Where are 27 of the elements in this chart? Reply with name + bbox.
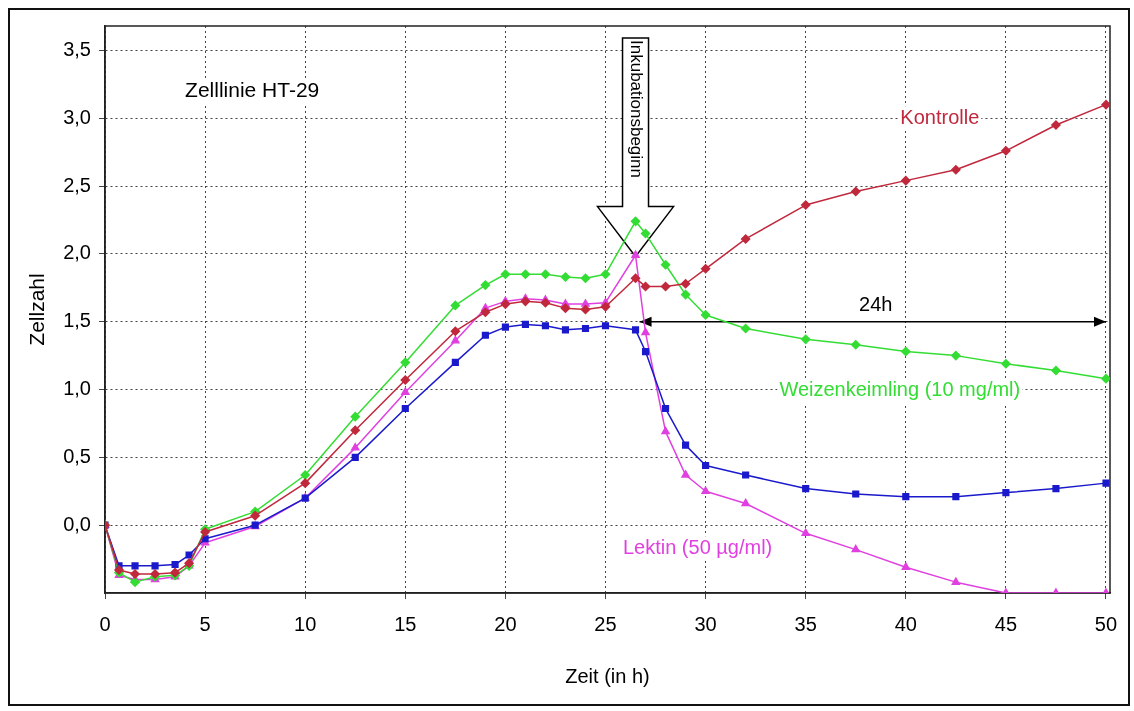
x-tick-label: 10 — [294, 612, 317, 635]
x-tick-label: 30 — [694, 612, 717, 635]
annotation: 24h — [859, 293, 893, 316]
y-tick-label: 3,0 — [63, 105, 91, 128]
series-label: Kontrolle — [900, 105, 980, 128]
x-tick-label: 20 — [494, 612, 517, 635]
x-tick-label: 0 — [99, 612, 111, 635]
x-tick-label: 50 — [1094, 612, 1118, 635]
x-tick-label: 25 — [594, 612, 617, 635]
annotation: Inkubationsbeginn — [626, 40, 646, 179]
x-tick-label: 15 — [394, 612, 417, 635]
series-label: Weizenkeimling (10 mg/ml) — [779, 378, 1021, 401]
y-tick-label: 2,0 — [63, 241, 91, 264]
series-label: Lektin (50 µg/ml) — [622, 535, 773, 558]
annotation: Zelllinie HT-29 — [185, 77, 320, 101]
y-tick-label: 0,0 — [63, 512, 91, 535]
y-axis-title: Zellzahl — [25, 273, 49, 346]
y-tick-label: 3,5 — [63, 37, 91, 60]
x-tick-label: 40 — [894, 612, 917, 635]
x-tick-label: 35 — [794, 612, 817, 635]
y-tick-label: 0,5 — [63, 444, 91, 467]
y-tick-label: 1,5 — [63, 309, 91, 332]
y-tick-label: 2,5 — [63, 173, 91, 196]
x-tick-label: 5 — [199, 612, 211, 635]
x-tick-label: 45 — [994, 612, 1018, 635]
y-tick-label: 1,0 — [63, 377, 91, 400]
x-axis-title: Zeit (in h) — [565, 664, 650, 687]
